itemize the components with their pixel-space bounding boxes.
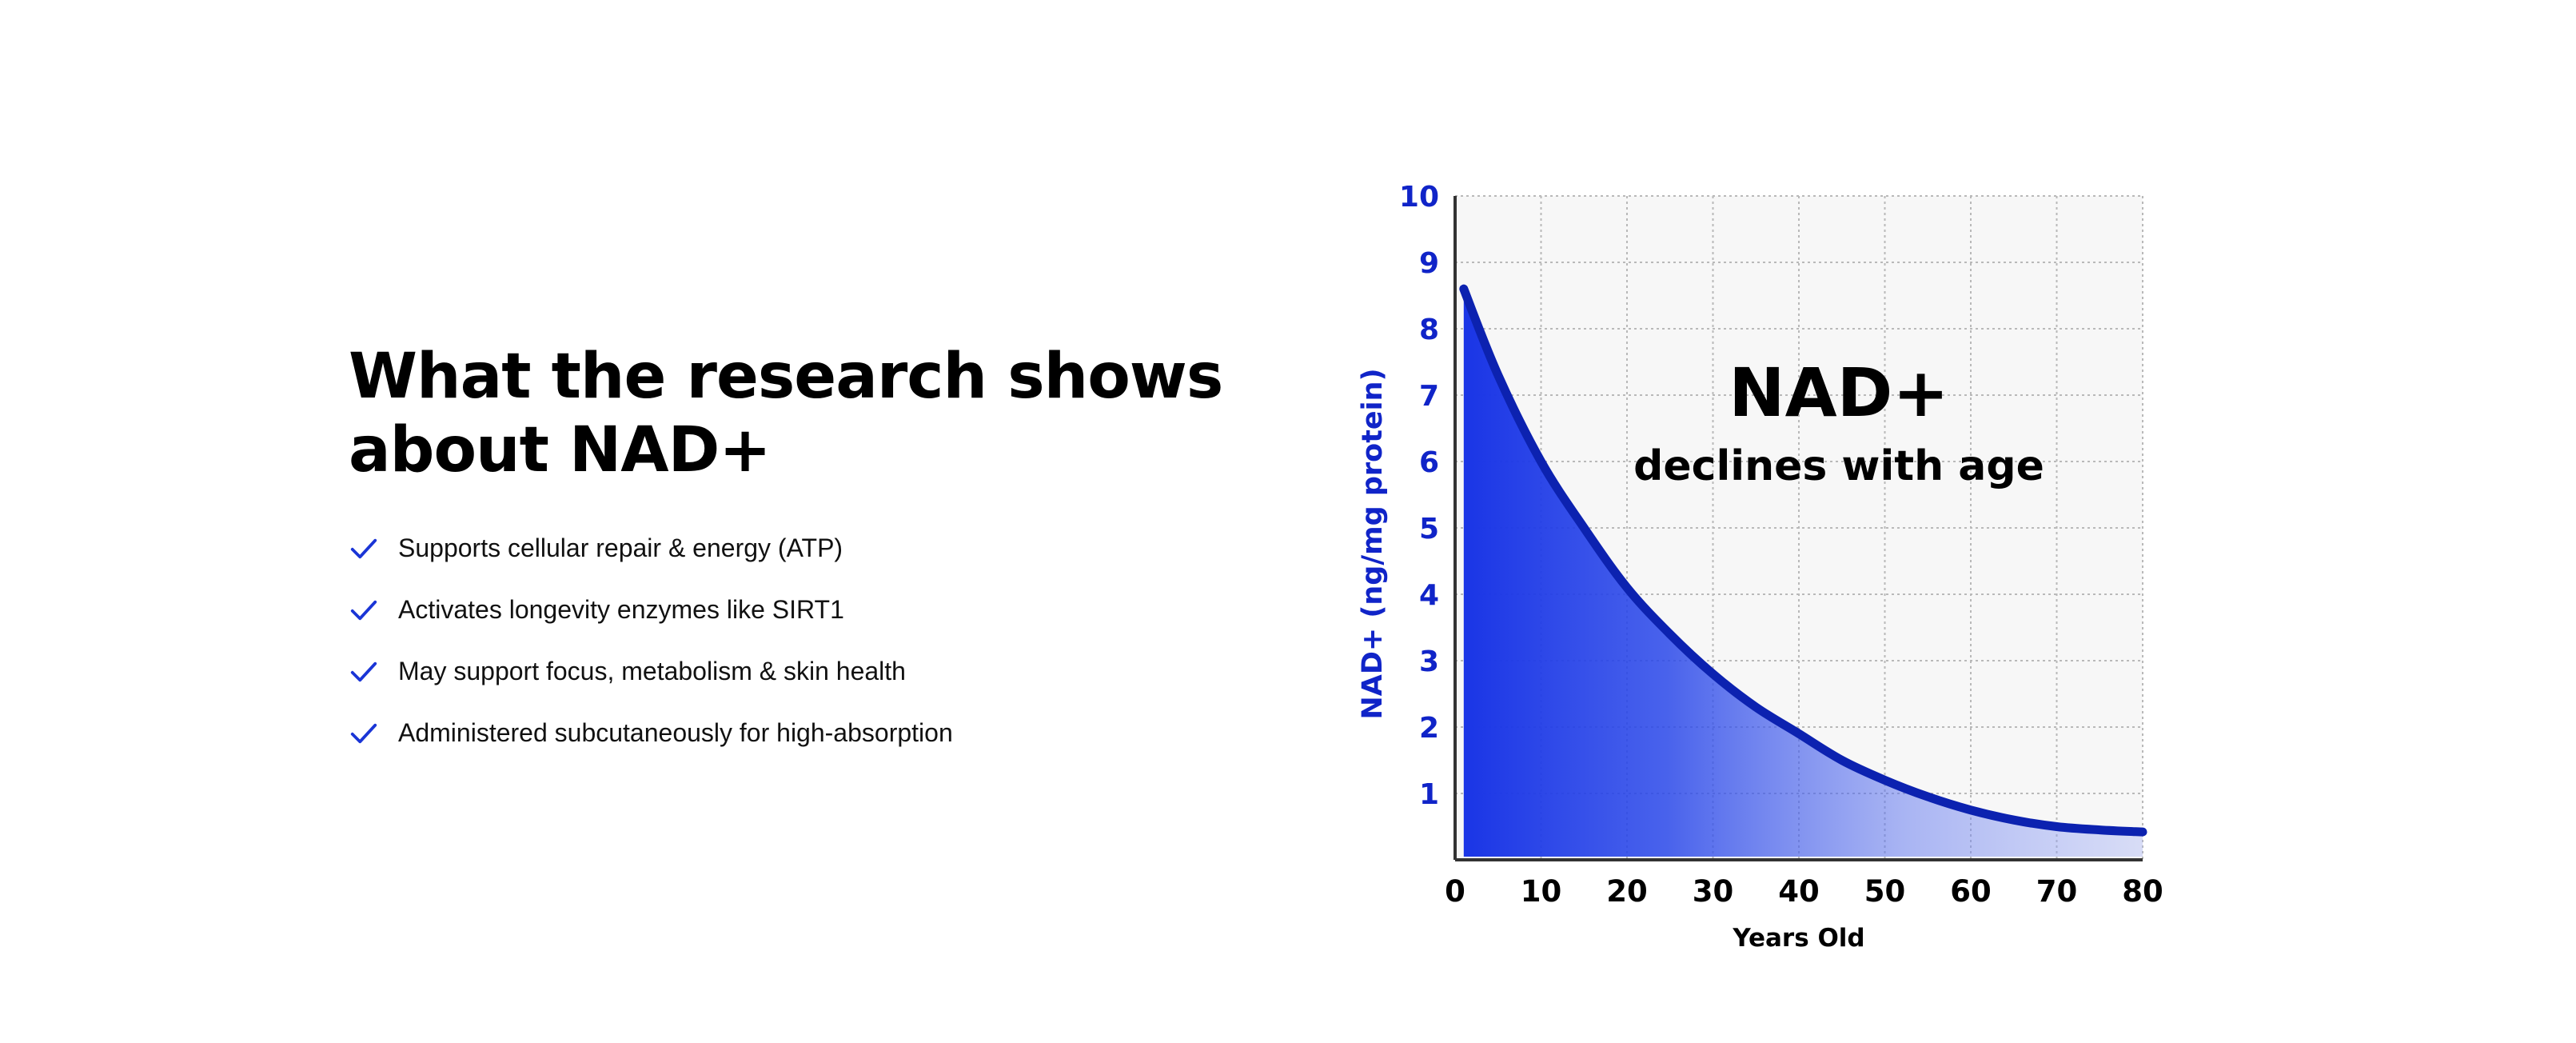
y-tick-label: 4: [1419, 579, 1439, 612]
benefit-item: Supports cellular repair & energy (ATP): [349, 518, 1228, 579]
chart-subtitle: declines with age: [1633, 442, 2044, 490]
benefit-item: Activates longevity enzymes like SIRT1: [349, 579, 1228, 641]
headline-line-1: What the research shows: [349, 341, 1223, 413]
axes: [1453, 196, 2143, 861]
headline-line-2: about NAD+: [349, 414, 772, 486]
checkmark-icon: [350, 723, 377, 743]
benefit-item: May support focus, metabolism & skin hea…: [349, 641, 1228, 702]
series-area-fill: [1463, 289, 2143, 857]
headline: What the research shows about NAD+: [349, 340, 1228, 487]
text-section: What the research shows about NAD+ Suppo…: [349, 340, 1228, 764]
benefit-label: May support focus, metabolism & skin hea…: [398, 657, 906, 685]
benefit-label: Activates longevity enzymes like SIRT1: [398, 595, 844, 624]
y-axis-label: NAD+ (ng/mg protein): [1357, 368, 1389, 719]
benefits-list: Supports cellular repair & energy (ATP) …: [349, 518, 1228, 764]
x-axis-label: Years Old: [1732, 924, 1864, 953]
y-tick-label: 9: [1419, 247, 1439, 280]
y-tick-label: 6: [1419, 446, 1439, 479]
benefit-label: Administered subcutaneously for high-abs…: [398, 718, 953, 747]
series-line-nad: [1459, 284, 2147, 837]
benefit-item: Administered subcutaneously for high-abs…: [349, 702, 1228, 764]
x-tick-label: 0: [1445, 874, 1465, 909]
x-tick-label: 50: [1864, 874, 1906, 909]
y-tick-label: 10: [1399, 181, 1439, 214]
y-tick-label: 5: [1419, 513, 1439, 545]
tick-labels: 0 10 20 30 40 50 60 70 80 1 2 3 4 5 6 7 8 9 10: [1399, 181, 2163, 909]
chart-svg: 0 10 20 30 40 50 60 70 80 1 2 3 4 5 6 7 8 9 10 NAD+ declin…: [1357, 181, 2163, 953]
y-tick-label: 3: [1419, 645, 1439, 678]
x-tick-label: 80: [2122, 874, 2163, 909]
x-tick-label: 40: [1778, 874, 1820, 909]
y-tick-label: 1: [1419, 778, 1439, 811]
y-tick-label: 7: [1419, 380, 1439, 413]
checkmark-icon: [350, 661, 377, 681]
x-tick-label: 20: [1606, 874, 1648, 909]
benefit-label: Supports cellular repair & energy (ATP): [398, 533, 843, 562]
checkmark-icon: [350, 538, 377, 558]
nad-decline-chart: 0 10 20 30 40 50 60 70 80 1 2 3 4 5 6 7 8 9 10 NAD+ declin…: [1327, 160, 2191, 960]
x-tick-label: 70: [2036, 874, 2078, 909]
y-tick-label: 2: [1419, 712, 1439, 745]
x-tick-label: 60: [1950, 874, 1992, 909]
chart-title: NAD+: [1729, 354, 1948, 432]
y-tick-label: 8: [1419, 314, 1439, 346]
x-tick-label: 30: [1693, 874, 1734, 909]
checkmark-icon: [350, 600, 377, 620]
x-tick-label: 10: [1521, 874, 1562, 909]
